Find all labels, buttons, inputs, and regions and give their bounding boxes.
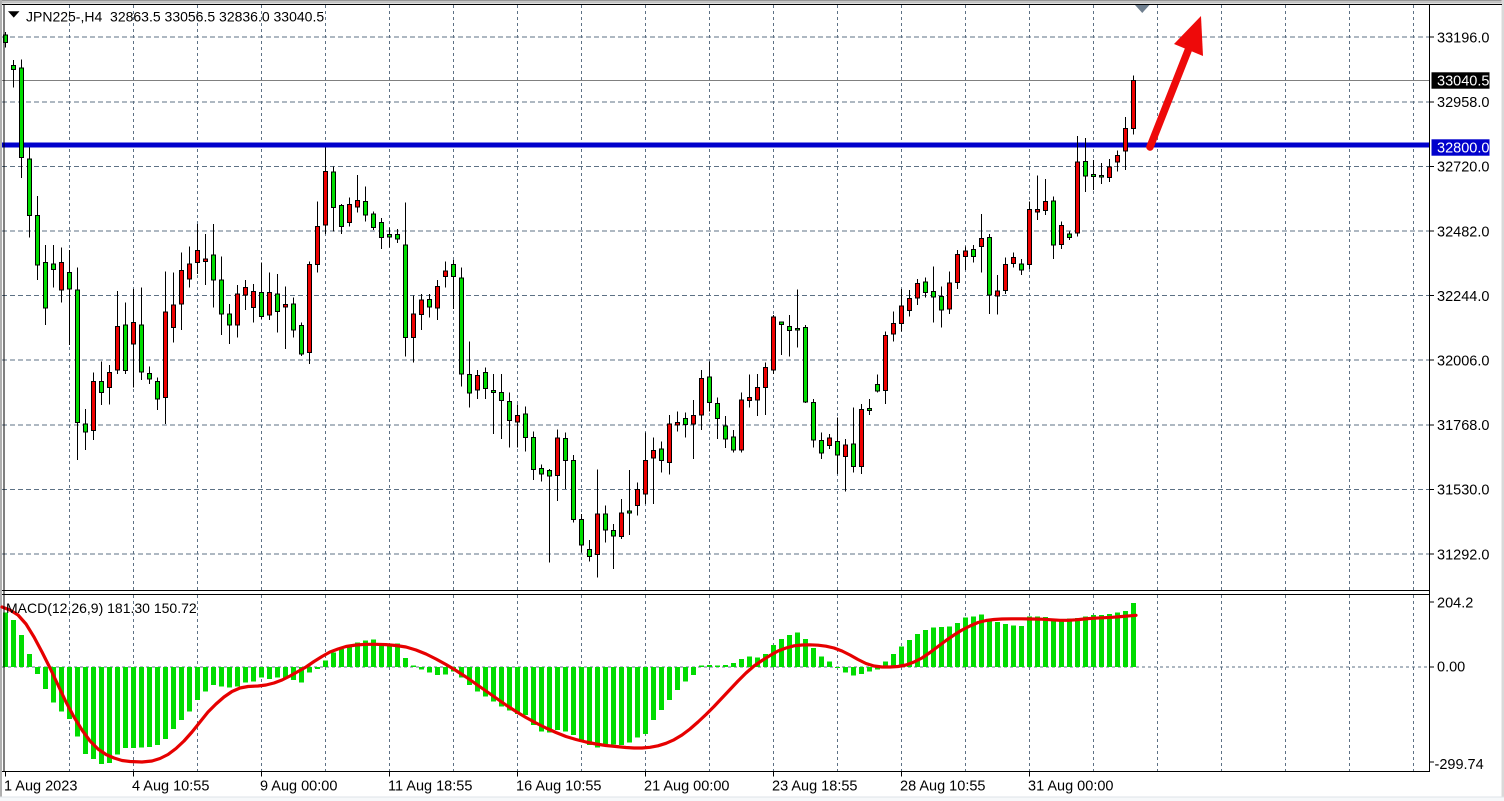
svg-text:32006.0: 32006.0 xyxy=(1437,354,1489,370)
svg-text:31 Aug 00:00: 31 Aug 00:00 xyxy=(1028,779,1113,795)
svg-text:23 Aug 18:55: 23 Aug 18:55 xyxy=(772,779,857,795)
svg-text:4 Aug 10:55: 4 Aug 10:55 xyxy=(132,779,209,795)
svg-text:31292.0: 31292.0 xyxy=(1437,547,1489,563)
svg-text:JPN225-,H4 32863.5 33056.5 32: JPN225-,H4 32863.5 33056.5 32836.0 33040… xyxy=(26,8,324,24)
svg-text:16 Aug 10:55: 16 Aug 10:55 xyxy=(516,779,601,795)
svg-text:32720.0: 32720.0 xyxy=(1437,160,1489,176)
svg-text:21 Aug 00:00: 21 Aug 00:00 xyxy=(644,779,729,795)
svg-text:32800.0: 32800.0 xyxy=(1437,141,1489,157)
svg-text:-299.74: -299.74 xyxy=(1435,757,1484,773)
svg-text:9 Aug 00:00: 9 Aug 00:00 xyxy=(260,779,337,795)
svg-text:MACD(12,26,9) 181.30 150.72: MACD(12,26,9) 181.30 150.72 xyxy=(6,600,197,616)
svg-text:31530.0: 31530.0 xyxy=(1437,483,1489,499)
svg-text:32482.0: 32482.0 xyxy=(1437,224,1489,240)
svg-text:204.2: 204.2 xyxy=(1437,595,1473,611)
svg-text:33196.0: 33196.0 xyxy=(1437,31,1489,47)
svg-text:11 Aug 18:55: 11 Aug 18:55 xyxy=(388,779,472,795)
svg-text:32958.0: 32958.0 xyxy=(1437,95,1489,111)
svg-text:31768.0: 31768.0 xyxy=(1437,418,1489,434)
svg-text:33040.5: 33040.5 xyxy=(1437,74,1489,90)
svg-text:0.00: 0.00 xyxy=(1437,659,1465,675)
svg-text:1 Aug 2023: 1 Aug 2023 xyxy=(4,779,77,795)
svg-text:32244.0: 32244.0 xyxy=(1437,289,1489,305)
svg-text:28 Aug 10:55: 28 Aug 10:55 xyxy=(900,779,985,795)
